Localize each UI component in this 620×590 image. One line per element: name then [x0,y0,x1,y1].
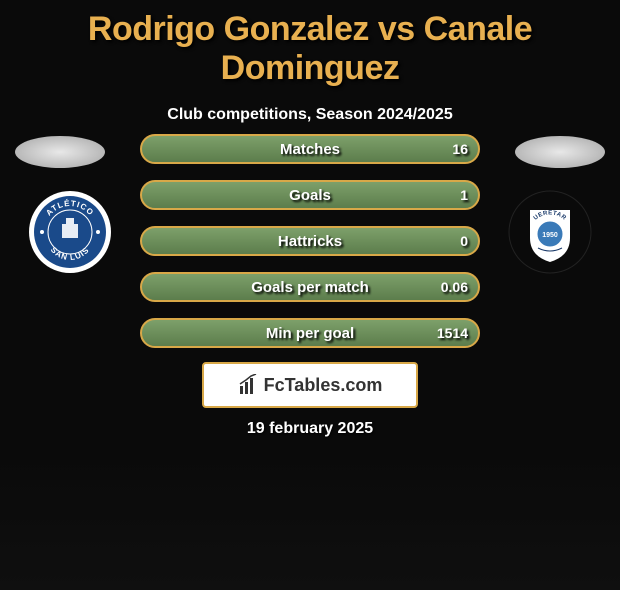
brand-text: FcTables.com [264,375,383,396]
stat-label: Goals [289,187,331,204]
stat-right-value: 0 [460,233,468,249]
stat-row-goals: Goals 1 [140,180,480,210]
page-title: Rodrigo Gonzalez vs Canale Dominguez [0,10,620,88]
subtitle: Club competitions, Season 2024/2025 [0,106,620,124]
date-text: 19 february 2025 [247,420,373,438]
queretaro-icon: QUERETARO 1950 [508,190,592,274]
left-team-badge: ATLÉTICO SAN LUIS [28,190,112,274]
stat-right-value: 1 [460,187,468,203]
stat-label: Matches [280,141,340,158]
stat-row-mpg: Min per goal 1514 [140,318,480,348]
title-vs: vs [369,10,424,48]
chart-icon [238,374,260,396]
stat-right-value: 16 [452,141,468,157]
svg-text:1950: 1950 [542,232,558,239]
stat-row-matches: Matches 16 [140,134,480,164]
stat-label: Min per goal [266,325,354,342]
bottom-gradient [0,450,620,590]
title-left: Rodrigo Gonzalez [88,10,369,48]
right-player-avatar [515,136,605,168]
atletico-san-luis-icon: ATLÉTICO SAN LUIS [28,190,112,274]
stat-label: Hattricks [278,233,342,250]
stat-right-value: 1514 [437,325,468,341]
stat-right-value: 0.06 [441,279,468,295]
stats-container: Matches 16 Goals 1 Hattricks 0 Goals per… [140,134,480,364]
stat-row-hattricks: Hattricks 0 [140,226,480,256]
left-player-avatar [15,136,105,168]
right-team-badge: QUERETARO 1950 [508,190,592,274]
stat-label: Goals per match [251,279,369,296]
brand-badge: FcTables.com [202,362,418,408]
stat-row-gpm: Goals per match 0.06 [140,272,480,302]
